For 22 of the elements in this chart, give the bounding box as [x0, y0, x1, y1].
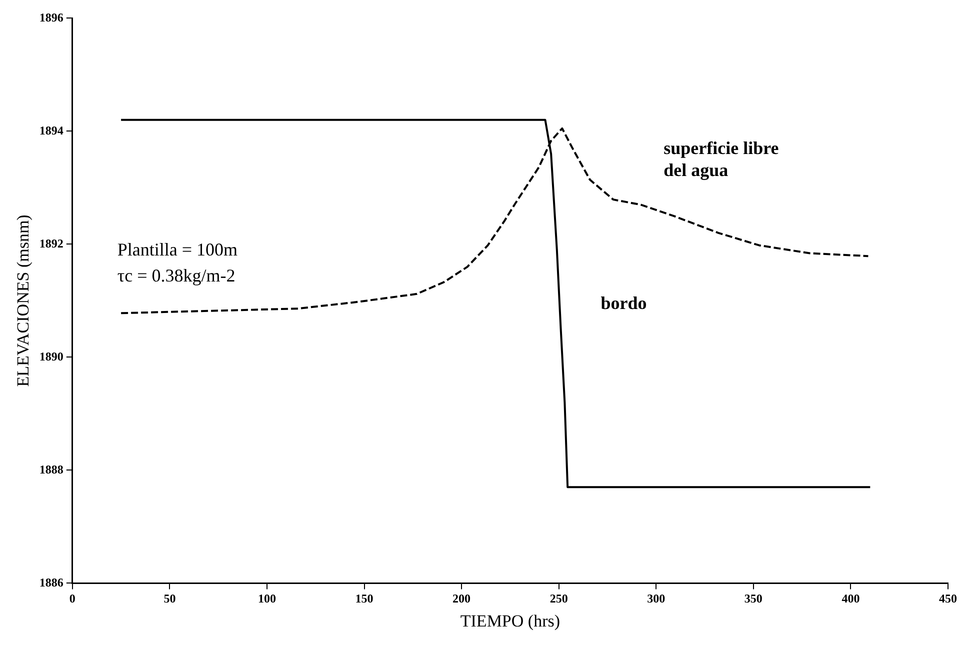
- x-tick-label: 400: [842, 591, 860, 606]
- x-tick-label: 450: [939, 591, 957, 606]
- x-tick-label: 50: [164, 591, 176, 606]
- y-tick-label: 1886: [39, 575, 64, 590]
- text: bordo: [600, 292, 647, 313]
- y-tick-label: 1888: [39, 462, 64, 476]
- y-tick-label: 1894: [39, 123, 64, 138]
- x-tick-label: 0: [69, 591, 76, 606]
- x-tick-label: 100: [258, 591, 276, 606]
- x-tick-label: 200: [452, 591, 471, 606]
- annotation: τc = 0.38kg/m-2: [117, 266, 236, 286]
- y-tick-label: 1890: [39, 349, 64, 364]
- y-tick-label: 1892: [39, 236, 64, 250]
- x-tick-label: 250: [550, 591, 568, 606]
- x-tick-label: 150: [355, 591, 374, 606]
- series-label: superficie libre del agua: [664, 138, 779, 180]
- annotation: Plantilla = 100m: [117, 240, 238, 260]
- x-tick-label: 300: [647, 591, 666, 606]
- y-axis-title: ELEVACIONES (msnm): [14, 214, 33, 387]
- x-axis-title: TIEMPO (hrs): [460, 611, 560, 630]
- x-tick-label: 350: [744, 591, 762, 606]
- y-tick-label: 1896: [39, 10, 64, 24]
